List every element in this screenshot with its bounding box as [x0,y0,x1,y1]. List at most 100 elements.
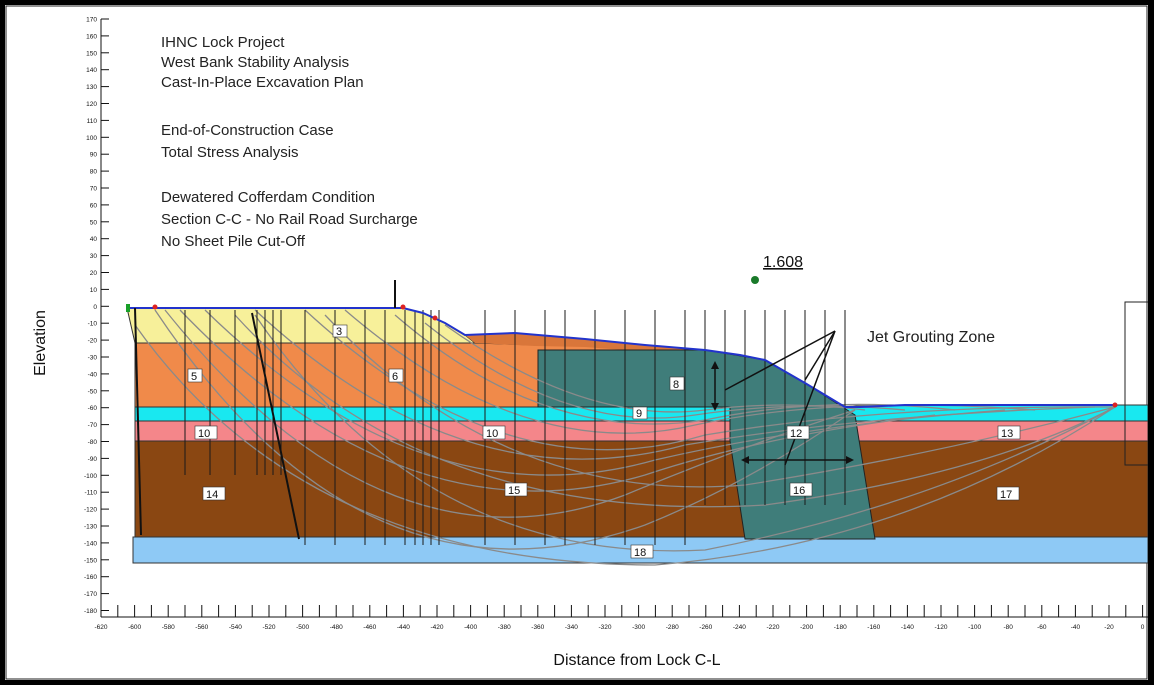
x-tick-label: -80 [1003,624,1013,631]
note-case: End-of-Construction Case [161,122,334,139]
x-tick-label: -420 [430,624,443,631]
note-section: Section C-C - No Rail Road Surcharge [161,211,418,228]
y-tick-label: -80 [88,439,98,446]
x-tick-label: -140 [901,624,914,631]
svg-text:10: 10 [486,428,498,440]
y-tick-label: -110 [84,490,97,497]
y-tick-label: 160 [86,33,97,40]
y-tick-label: 90 [90,152,98,159]
x-tick-label: -100 [968,624,981,631]
svg-text:14: 14 [206,489,218,501]
svg-text:13: 13 [1001,428,1013,440]
x-tick-label: -280 [666,624,679,631]
x-tick-label: -300 [632,624,645,631]
material-3a: 3 [332,324,348,338]
plot-border [5,5,1148,680]
svg-text:10: 10 [198,428,210,440]
x-tick-label: -560 [195,624,208,631]
y-tick-label: -130 [84,524,97,531]
material-13: 13 [997,425,1021,440]
critical-center [751,276,759,284]
y-tick-label: -120 [84,507,97,514]
svg-text:9: 9 [636,408,642,420]
y-tick-label: -90 [88,456,98,463]
y-tick-label: 80 [90,169,98,176]
note-plan: Cast-In-Place Excavation Plan [161,74,364,91]
svg-text:5: 5 [191,371,197,383]
x-tick-label: -320 [598,624,611,631]
note-stress: Total Stress Analysis [161,144,299,161]
svg-text:3: 3 [336,326,342,338]
material-6: 6 [388,368,404,383]
y-tick-label: 130 [86,84,97,91]
factor-of-safety: 1.608 [763,254,803,271]
y-tick-label: 0 [93,304,97,311]
y-tick-label: 30 [90,253,98,260]
note-project: IHNC Lock Project [161,34,285,51]
material-15: 15 [504,482,528,497]
svg-text:18: 18 [634,547,646,559]
y-tick-label: -140 [84,540,97,547]
x-tick-label: -360 [531,624,544,631]
y-tick-label: -160 [84,574,97,581]
stability-cross-section: IHNC Lock Project West Bank Stability An… [5,5,1150,680]
jet-grouting-label: Jet Grouting Zone [867,329,995,346]
jet-grout-arrows [714,330,850,466]
svg-text:16: 16 [793,485,805,497]
ground-surface [127,307,1115,408]
x-tick-label: -500 [296,624,309,631]
svg-text:8: 8 [673,379,679,391]
y-tick-label: -40 [88,371,98,378]
y-axis-label: Elevation [32,310,49,376]
material-16: 16 [789,482,813,497]
y-tick-label: 20 [90,270,98,277]
slice-lines [184,310,846,545]
x-tick-label: -40 [1071,624,1081,631]
arrow-heads [711,361,854,464]
x-tick-label: -600 [128,624,141,631]
x-axis: -620 -600 -580 -560 -540 -520 -500 -480 -460 -440… [94,605,1148,631]
y-tick-label: 140 [86,67,97,74]
y-tick-label: -60 [88,405,98,412]
material-10: 10 [194,425,218,440]
note-analysis: West Bank Stability Analysis [161,54,349,71]
y-tick-label: 110 [87,118,98,125]
x-tick-label: -540 [229,624,242,631]
x-tick-label: -620 [94,624,107,631]
x-tick-label: -480 [330,624,343,631]
x-tick-label: -460 [363,624,376,631]
x-tick-label: -60 [1037,624,1047,631]
x-tick-label: -440 [397,624,410,631]
note-condition: Dewatered Cofferdam Condition [161,189,375,206]
plot-canvas: IHNC Lock Project West Bank Stability An… [5,5,1150,680]
y-tick-label: 50 [90,219,98,226]
x-axis-label: Distance from Lock C-L [553,652,720,669]
x-tick-label: -520 [262,624,275,631]
material-12: 12 [786,425,810,440]
x-tick-label: -200 [800,624,813,631]
y-tick-label: -10 [88,321,98,328]
analysis-notes: IHNC Lock Project West Bank Stability An… [161,34,418,250]
y-tick-label: -30 [88,355,98,362]
x-tick-label: 0 [1141,624,1145,631]
x-tick-label: -580 [162,624,175,631]
material-10b: 10 [482,425,506,440]
material-9: 9 [632,406,648,420]
x-tick-label: -120 [934,624,947,631]
x-tick-label: -380 [498,624,511,631]
x-tick-label: -220 [766,624,779,631]
x-tick-label: -160 [867,624,880,631]
note-cutoff: No Sheet Pile Cut-Off [161,233,306,250]
y-tick-label: -50 [88,388,98,395]
y-tick-label: 100 [86,135,97,142]
y-tick-label: 170 [86,17,97,24]
surface-markers [126,304,1118,408]
x-tick-label: -340 [565,624,578,631]
material-8: 8 [669,376,685,391]
y-tick-label: -180 [84,608,97,615]
x-tick-label: -20 [1104,624,1114,631]
svg-text:6: 6 [392,371,398,383]
layer-crest-strip [465,333,765,360]
y-tick-label: 40 [90,236,98,243]
